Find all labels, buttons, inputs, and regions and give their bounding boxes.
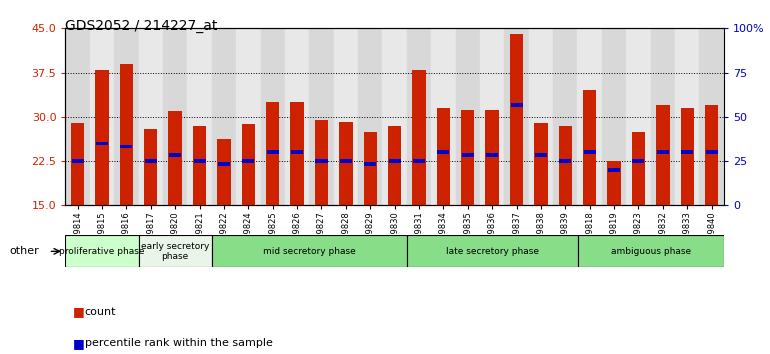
Bar [169, 153, 181, 157]
Bar [144, 129, 158, 205]
Bar [72, 159, 84, 163]
Bar [388, 126, 401, 205]
Bar [291, 150, 303, 154]
Text: other: other [9, 246, 39, 256]
Bar [285, 28, 310, 205]
Bar [114, 28, 139, 205]
FancyBboxPatch shape [578, 235, 724, 267]
Text: mid secretory phase: mid secretory phase [263, 247, 356, 256]
Bar [217, 139, 231, 205]
Bar [529, 28, 553, 205]
Bar [95, 70, 109, 205]
Bar [558, 126, 572, 205]
Bar [699, 28, 724, 205]
Bar [218, 162, 230, 166]
Bar [657, 150, 669, 154]
Bar [145, 159, 157, 163]
Text: ■: ■ [73, 337, 85, 350]
Bar [631, 132, 645, 205]
Text: ambiguous phase: ambiguous phase [611, 247, 691, 256]
Bar [602, 28, 626, 205]
Bar [333, 28, 358, 205]
Bar [584, 150, 596, 154]
Bar [316, 159, 327, 163]
Bar [407, 28, 431, 205]
Bar [169, 111, 182, 205]
Bar [504, 28, 529, 205]
Bar [266, 150, 279, 154]
Bar [260, 28, 285, 205]
Bar [315, 120, 328, 205]
Bar [681, 150, 693, 154]
Bar [461, 110, 474, 205]
Bar [535, 153, 547, 157]
Text: late secretory phase: late secretory phase [446, 247, 539, 256]
Bar [456, 28, 480, 205]
Bar [675, 28, 699, 205]
Bar [120, 144, 132, 148]
Bar [559, 159, 571, 163]
Bar [632, 159, 644, 163]
Bar [553, 28, 578, 205]
Bar [290, 102, 304, 205]
Bar [139, 28, 163, 205]
Bar [651, 28, 675, 205]
Bar [163, 28, 187, 205]
Bar [389, 159, 400, 163]
Bar [71, 123, 85, 205]
FancyBboxPatch shape [407, 235, 578, 267]
Text: count: count [85, 307, 116, 316]
Text: GDS2052 / 214227_at: GDS2052 / 214227_at [65, 19, 218, 34]
FancyBboxPatch shape [139, 235, 212, 267]
Text: ■: ■ [73, 305, 85, 318]
Bar [236, 28, 260, 205]
Bar [192, 126, 206, 205]
Bar [705, 105, 718, 205]
Bar [437, 150, 450, 154]
Bar [626, 28, 651, 205]
Bar [340, 159, 352, 163]
Bar [534, 123, 547, 205]
Bar [212, 28, 236, 205]
Bar [193, 159, 206, 163]
Bar [486, 153, 498, 157]
Bar [187, 28, 212, 205]
FancyBboxPatch shape [212, 235, 407, 267]
Bar [363, 132, 377, 205]
Bar [462, 153, 474, 157]
Bar [242, 124, 255, 205]
Bar [119, 64, 133, 205]
Text: early secretory
phase: early secretory phase [141, 242, 209, 261]
Bar [608, 168, 620, 172]
Bar [358, 28, 383, 205]
Bar [510, 34, 524, 205]
Bar [681, 108, 694, 205]
Bar [310, 28, 333, 205]
Bar [511, 103, 523, 107]
Bar [364, 162, 377, 166]
Bar [266, 102, 280, 205]
Bar [583, 90, 597, 205]
Bar [412, 70, 426, 205]
Bar [431, 28, 456, 205]
Bar [656, 105, 670, 205]
Bar [383, 28, 407, 205]
Bar [413, 159, 425, 163]
Bar [96, 142, 108, 145]
Bar [705, 150, 718, 154]
Bar [243, 159, 254, 163]
Bar [339, 121, 353, 205]
Bar [90, 28, 114, 205]
Bar [65, 28, 90, 205]
Bar [578, 28, 602, 205]
FancyBboxPatch shape [65, 235, 139, 267]
Bar [608, 161, 621, 205]
Text: proliferative phase: proliferative phase [59, 247, 145, 256]
Bar [480, 28, 504, 205]
Bar [437, 108, 450, 205]
Bar [485, 110, 499, 205]
Text: percentile rank within the sample: percentile rank within the sample [85, 338, 273, 348]
